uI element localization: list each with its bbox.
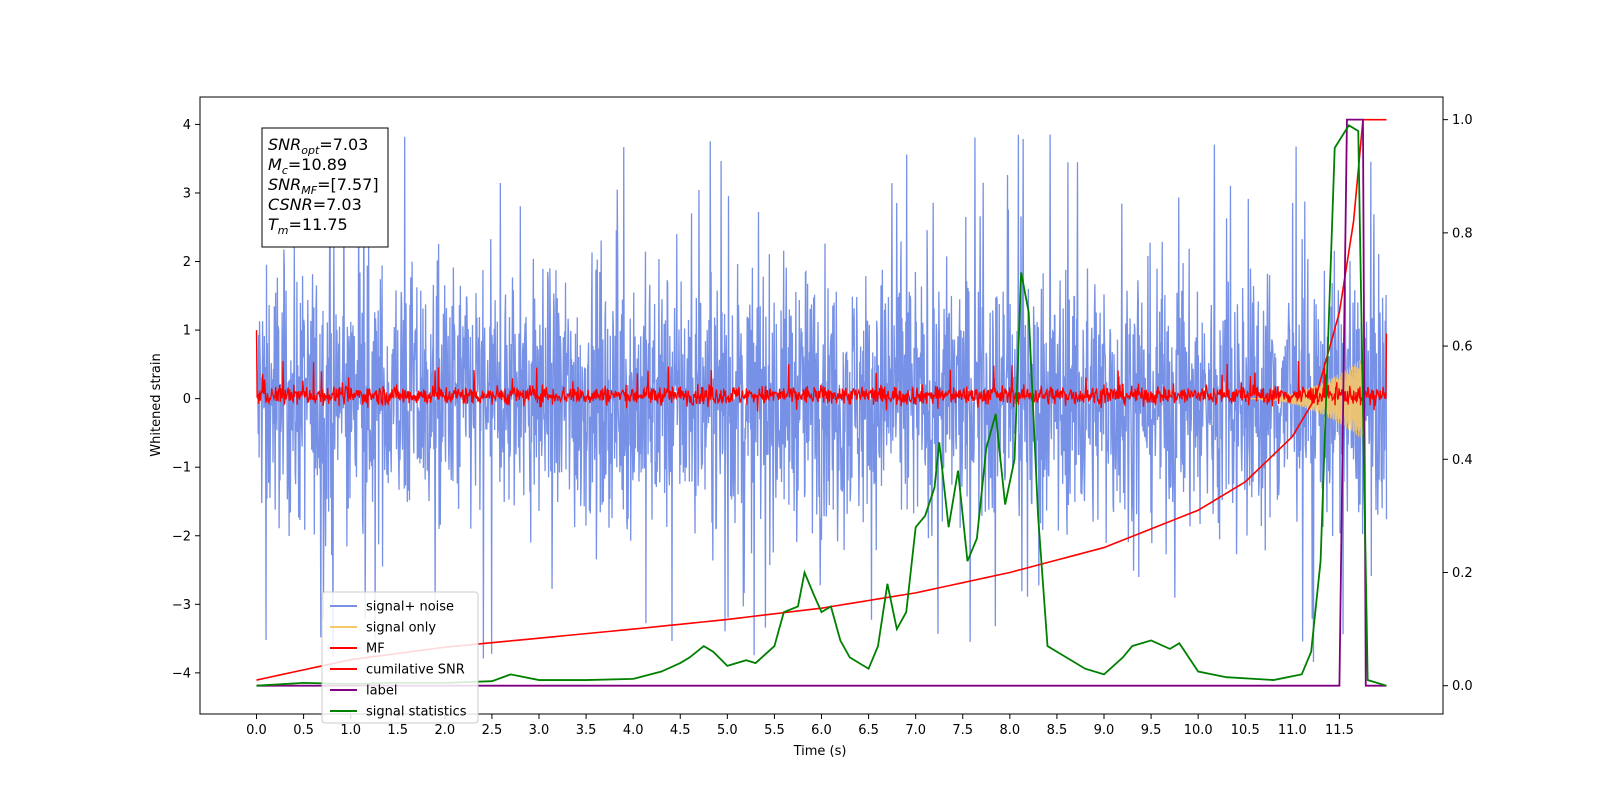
y-left-tick-label: −2 [172, 529, 191, 544]
x-tick-label: 5.0 [717, 723, 738, 738]
axes: 0.0 0.5 1.0 1.5 2.0 2.5 3.0 3.5 4.0 4.5 5.0 5.5 6.0 6… [172, 96, 1473, 738]
annotation-line: SNRMF=[7.57] [268, 175, 379, 197]
series-label-line [256, 118, 1387, 687]
x-tick-label: 4.0 [623, 723, 644, 738]
legend-label: signal statistics [366, 705, 467, 720]
y-left-tick-label: 1 [183, 324, 191, 339]
x-tick-label: 2.0 [434, 723, 455, 738]
series-signal-statistics-line [256, 124, 1387, 687]
x-tick-label: 1.0 [340, 723, 361, 738]
x-tick-label: 0.5 [293, 723, 314, 738]
legend-label: label [366, 684, 397, 699]
x-tick-label: 4.5 [670, 723, 691, 738]
y-right-tick-label: 0.0 [1452, 679, 1473, 694]
y-left-tick-label: 0 [183, 392, 191, 407]
plot-area [255, 118, 1388, 687]
legend-label: MF [366, 642, 385, 657]
x-tick-label: 6.0 [811, 723, 832, 738]
y-left-tick-label: −4 [172, 666, 191, 681]
x-tick-label: 1.5 [387, 723, 408, 738]
x-tick-label: 7.5 [952, 723, 973, 738]
annotation-line: Mc=10.89 [268, 155, 347, 177]
y-right-tick-label: 0.4 [1452, 453, 1473, 468]
y-left-tick-label: 4 [183, 118, 191, 133]
legend-frame [321, 591, 479, 724]
legend-label: signal+ noise [366, 600, 454, 615]
series-cumulative-snr-line [256, 118, 1387, 681]
y-left-tick-label: 2 [183, 255, 191, 270]
y-right-tick-label: 1.0 [1452, 113, 1473, 128]
annotation-line: SNRopt=7.03 [268, 135, 368, 157]
x-tick-label: 3.0 [529, 723, 550, 738]
y-right-tick-label: 0.8 [1452, 226, 1473, 241]
series-mf-line [255, 330, 1388, 412]
stats-annotation-box: SNRopt=7.03Mc=10.89SNRMF=[7.57]CSNR=7.03… [261, 127, 389, 248]
x-axis-label: Time (s) [793, 744, 847, 759]
x-tick-label: 6.5 [858, 723, 879, 738]
y-axis-label: Whitened strain [149, 353, 164, 456]
x-tick-label: 0.0 [246, 723, 267, 738]
x-tick-label: 10.5 [1231, 723, 1260, 738]
legend-label: signal only [366, 621, 436, 636]
annotation-line: CSNR=7.03 [268, 195, 362, 214]
x-tick-label: 11.5 [1325, 723, 1354, 738]
annotation-line: Tm=11.75 [268, 215, 348, 237]
x-tick-label: 9.0 [1094, 723, 1115, 738]
y-right-tick-label: 0.2 [1452, 566, 1473, 581]
y-right-tick-label: 0.6 [1452, 340, 1473, 355]
x-tick-label: 5.5 [764, 723, 785, 738]
x-tick-label: 10.0 [1184, 723, 1213, 738]
x-tick-label: 9.5 [1141, 723, 1162, 738]
y-left-tick-label: −1 [172, 461, 191, 476]
y-left-tick-label: 3 [183, 186, 191, 201]
x-tick-label: 3.5 [576, 723, 597, 738]
legend-label: cumilative SNR [366, 663, 465, 678]
y-left-tick-label: −3 [172, 598, 191, 613]
x-tick-label: 8.0 [999, 723, 1020, 738]
x-tick-label: 2.5 [482, 723, 503, 738]
x-tick-label: 7.0 [905, 723, 926, 738]
x-tick-label: 11.0 [1278, 723, 1307, 738]
x-tick-label: 8.5 [1047, 723, 1068, 738]
legend: signal+ noise signal only MF cumilative SNR… [321, 591, 479, 724]
annotation-frame [261, 127, 389, 248]
